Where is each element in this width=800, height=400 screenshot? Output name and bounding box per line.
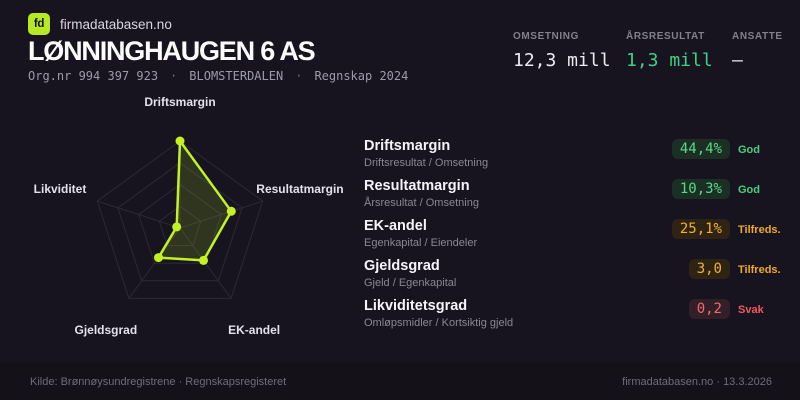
org-number: Org.nr 994 397 923 [28,69,159,83]
radar-data-point [226,206,236,216]
separator-dot: · [295,69,303,83]
stat-value: – [732,50,743,71]
metric-value-badge: 10,3% [671,179,730,199]
metric-row-ek-andel: EK-andel Egenkapital / Eiendeler 25,1% T… [364,213,781,253]
metric-value-badge: 25,1% [671,219,730,239]
metric-title: Likviditetsgrad [364,298,468,314]
brand-name[interactable]: firmadatabasen.no [60,16,172,32]
metric-formula: Egenkapital / Eiendeler [364,236,478,249]
metric-row-resultatmargin: Resultatmargin Årsresultat / Omsetning 1… [364,173,774,213]
footer-brand-date: firmadatabasen.no · 13.3.2026 [622,375,772,388]
metric-text: Gjeldsgrad Gjeld / Egenkapital [364,259,681,289]
separator-dot: · [170,69,178,83]
footer-source: Kilde: Brønnøysundregistrene · Regnskaps… [30,375,287,388]
firmadatabasen-logo-icon: fd [28,13,50,35]
metric-formula: Årsresultat / Omsetning [364,196,479,209]
radar-data-point [175,136,185,146]
metric-status: God [738,144,760,156]
metric-value-badge: 44,4% [671,139,730,159]
company-name: LØNNINGHAUGEN 6 AS [28,36,316,66]
metric-status: Svak [738,304,764,316]
metric-title: Resultatmargin [364,178,470,194]
fiscal-year: Regnskap 2024 [314,69,409,83]
stat-arsresultat: ÅRSRESULTAT 1,3 mill [626,31,713,71]
metric-status: Tilfreds. [738,264,781,276]
metric-text: Resultatmargin Årsresultat / Omsetning [364,179,664,209]
metric-formula: Gjeld / Egenkapital [364,276,457,289]
brand-row: fd firmadatabasen.no [28,13,172,35]
metric-formula: Omløpsmidler / Kortsiktig gjeld [364,316,514,329]
stat-label: ANSATTE [732,31,783,42]
radar-chart: Driftsmargin Resultatmargin EK-andel Gjelds… [0,90,360,348]
radar-data-polygon [157,139,233,262]
radar-grid-ring [96,140,264,299]
metric-value-badge: 3,0 [688,259,730,279]
stat-value: 1,3 mill [626,50,713,71]
radar-grid-spoke [179,200,263,229]
metric-row-driftsmargin: Driftsmargin Driftsresultat / Omsetning … [364,133,774,173]
stat-value: 12,3 mill [513,50,611,71]
radar-grid-ring [138,183,222,264]
metric-text: EK-andel Egenkapital / Eiendeler [364,219,664,249]
radar-data-point [172,222,182,232]
metric-text: Driftsmargin Driftsresultat / Omsetning [364,139,664,169]
radar-grid-spoke [128,227,181,299]
radar-data-point [154,253,163,263]
metric-title: EK-andel [364,218,427,234]
radar-grid-spoke [97,200,181,229]
org-line: Org.nr 994 397 923 · BLOMSTERDALEN · Reg… [28,69,408,83]
radar-data-point [199,255,208,265]
metric-title: Gjeldsgrad [364,258,440,274]
stat-label: OMSETNING [513,31,579,42]
metrics-list: Driftsmargin Driftsresultat / Omsetning … [364,133,781,333]
stat-label: ÅRSRESULTAT [626,31,705,42]
metric-text: Likviditetsgrad Omløpsmidler / Kortsikti… [364,299,681,329]
metric-value-badge: 0,2 [688,299,730,319]
radar-grid-ring [117,162,243,282]
radar-grid-ring [158,205,202,247]
metric-row-gjeldsgrad: Gjeldsgrad Gjeld / Egenkapital 3,0 Tilfr… [364,253,781,293]
footer: Kilde: Brønnøysundregistrene · Regnskaps… [0,363,800,400]
radar-chart-svg [96,136,264,299]
metric-status: God [738,184,760,196]
metric-title: Driftsmargin [364,138,451,154]
metric-status: Tilfreds. [738,224,781,236]
metric-formula: Driftsresultat / Omsetning [364,156,489,169]
stat-ansatte: ANSATTE – [732,31,783,71]
company-location: BLOMSTERDALEN [189,69,284,83]
metric-row-likviditetsgrad: Likviditetsgrad Omløpsmidler / Kortsikti… [364,293,774,333]
stat-omsetning: OMSETNING 12,3 mill [513,31,611,71]
